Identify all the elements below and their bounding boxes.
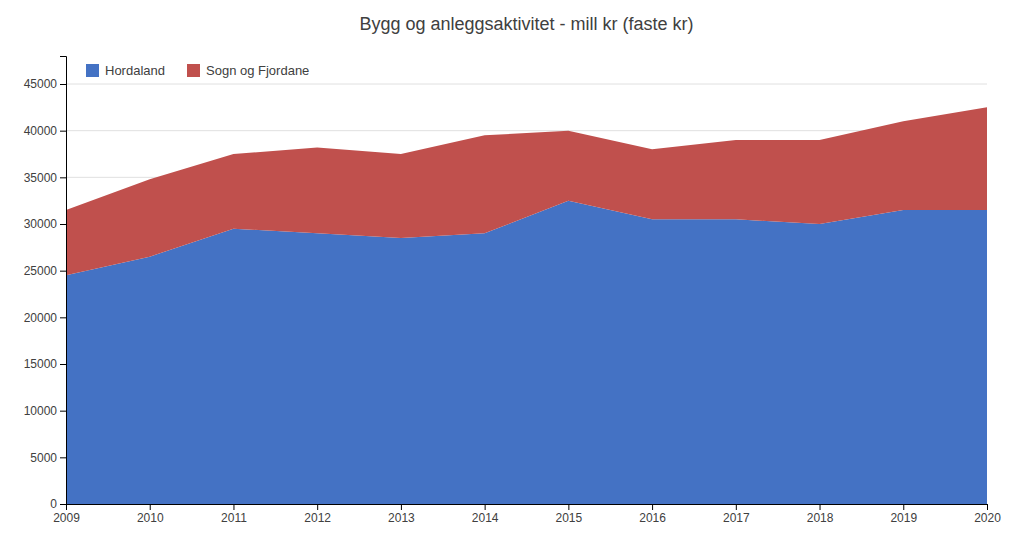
tick: 2010 <box>137 504 164 525</box>
tick-label: 5000 <box>30 451 57 465</box>
tick: 2013 <box>388 504 415 525</box>
legend-swatch <box>86 64 99 77</box>
grid <box>66 84 987 504</box>
tick-label: 2012 <box>304 511 331 525</box>
tick-label: 2013 <box>388 511 415 525</box>
tick-label: 15000 <box>24 357 58 371</box>
tick-label: 20000 <box>24 311 58 325</box>
title: Bygg og anleggsaktivitet - mill kr (fast… <box>359 14 693 34</box>
tick-mark <box>60 131 66 132</box>
legend-label: Sogn og Fjordane <box>206 63 309 78</box>
tick-mark <box>820 504 821 510</box>
tick-mark <box>736 504 737 510</box>
tick-label: 2010 <box>137 511 164 525</box>
legend: Hordaland Sogn og Fjordane <box>86 63 309 78</box>
tick-mark <box>233 504 234 510</box>
tick: 2018 <box>807 504 834 525</box>
tick: 25000 <box>24 264 66 278</box>
tick-label: 10000 <box>24 404 58 418</box>
tick: 2012 <box>304 504 331 525</box>
tick: 20000 <box>24 311 66 325</box>
tick: 2011 <box>221 504 247 525</box>
legend-item: Sogn og Fjordane <box>187 63 309 78</box>
tick-mark <box>652 504 653 510</box>
grid-line <box>66 130 987 131</box>
tick-label: 25000 <box>24 264 58 278</box>
tick-mark <box>485 504 486 510</box>
tick-label: 2009 <box>53 511 80 525</box>
legend-label: Hordaland <box>105 63 165 78</box>
axis-line <box>60 57 67 505</box>
tick: 2014 <box>472 504 499 525</box>
tick: 30000 <box>24 217 66 231</box>
tick: 15000 <box>24 357 66 371</box>
tick-mark <box>60 504 66 505</box>
tick: 0 <box>50 497 66 511</box>
tick-mark <box>568 504 569 510</box>
tick: 2009 <box>53 504 80 525</box>
tick-label: 35000 <box>24 171 58 185</box>
tick-label: 2020 <box>974 511 1001 525</box>
tick: 40000 <box>24 124 66 138</box>
tick-mark <box>60 411 66 412</box>
tick-label: 2016 <box>639 511 666 525</box>
tick: 35000 <box>24 171 66 185</box>
tick-mark <box>60 364 66 365</box>
tick-mark <box>60 271 66 272</box>
tick-label: 2014 <box>472 511 499 525</box>
tick-mark <box>60 84 66 85</box>
tick: 10000 <box>24 404 66 418</box>
tick-label: 45000 <box>24 77 58 91</box>
tick: 2015 <box>556 504 583 525</box>
plot: 2009 2010 2011 2012 2013 2014 2015 2016 2017 2018… <box>24 57 1002 525</box>
tick-label: 30000 <box>24 217 58 231</box>
tick-mark <box>60 317 66 318</box>
tick-label: 2017 <box>723 511 750 525</box>
legend-item: Hordaland <box>86 63 165 78</box>
x-axis: 2009 2010 2011 2012 2013 2014 2015 2016 2017 2018… <box>53 504 1001 525</box>
tick-label: 0 <box>50 497 57 511</box>
axis-line <box>67 505 988 511</box>
tick: 5000 <box>30 451 66 465</box>
tick: 2020 <box>974 504 1001 525</box>
tick-mark <box>60 457 66 458</box>
legend-swatch <box>187 64 200 77</box>
tick-mark <box>60 177 66 178</box>
tick: 2017 <box>723 504 750 525</box>
tick: 2019 <box>890 504 917 525</box>
tick: 2016 <box>639 504 666 525</box>
y-axis: 0 5000 10000 15000 20000 25000 30000 35000 40000… <box>24 57 67 512</box>
areas <box>66 107 987 504</box>
tick-mark <box>401 504 402 510</box>
tick-label: 2018 <box>807 511 834 525</box>
grid-line <box>66 84 987 85</box>
area <box>66 107 987 275</box>
area <box>66 201 987 504</box>
tick-label: 2011 <box>221 511 247 525</box>
tick-mark <box>60 224 66 225</box>
tick: 45000 <box>24 77 66 91</box>
tick-label: 2015 <box>556 511 583 525</box>
chart: 2009 2010 2011 2012 2013 2014 2015 2016 2017 2018… <box>0 0 1023 546</box>
tick-mark <box>987 504 988 510</box>
tick-mark <box>150 504 151 510</box>
tick-label: 2019 <box>890 511 917 525</box>
tick-mark <box>903 504 904 510</box>
tick-label: 40000 <box>24 124 58 138</box>
tick-mark <box>317 504 318 510</box>
